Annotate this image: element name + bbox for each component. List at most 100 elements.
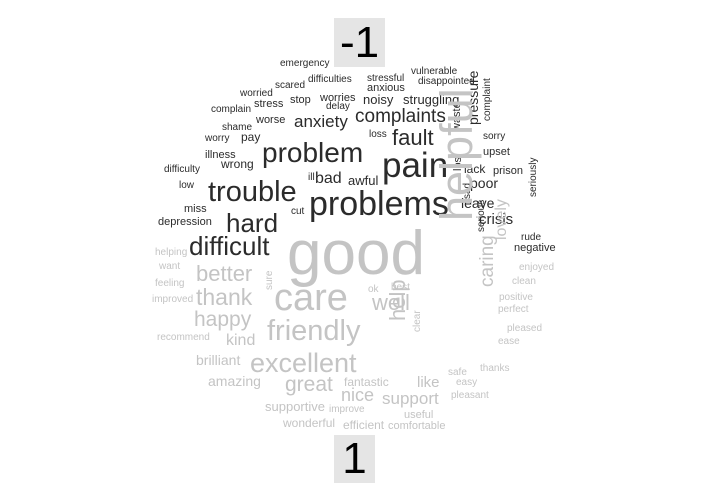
word-sorry: sorry (483, 131, 505, 142)
word-worse: worse (255, 114, 285, 126)
word-recommend: recommend (157, 332, 210, 343)
word-loss: loss (369, 129, 387, 140)
word-comfortable: comfortable (388, 420, 445, 432)
word-noisy: noisy (363, 92, 394, 107)
word-worry: worry (204, 133, 229, 144)
word-pleasant: pleasant (451, 390, 489, 401)
word-miss: miss (184, 203, 207, 215)
word-prison: prison (493, 165, 523, 177)
word-kind: kind (226, 332, 255, 349)
word-trouble: trouble (208, 176, 297, 208)
word-help: help (385, 279, 410, 321)
word-sure: sure (264, 270, 275, 290)
word-safe: safe (448, 367, 467, 378)
word-delay: delay (326, 101, 350, 112)
word-helpful: helpful (431, 88, 482, 221)
word-lack: lack (464, 162, 486, 176)
word-well: well (371, 290, 410, 315)
word-lovely: lovely (493, 199, 510, 240)
word-stop: stop (290, 94, 311, 106)
word-difficulties: difficulties (308, 74, 352, 85)
word-like: like (417, 374, 440, 391)
word-thanks: thanks (480, 363, 509, 374)
word-efficient: efficient (343, 418, 385, 432)
word-complaints: complaints (355, 106, 446, 127)
word-shame: shame (222, 122, 252, 133)
word-amazing: amazing (208, 373, 261, 389)
word-excellent: excellent (250, 348, 357, 378)
group-label-negative: -1 (334, 18, 385, 67)
word-stress: stress (254, 98, 284, 110)
word-helping: helping (155, 247, 187, 258)
word-upset: upset (483, 146, 510, 158)
word-worries: worries (319, 92, 356, 104)
word-poor: poor (470, 175, 498, 191)
word-brilliant: brilliant (196, 352, 240, 368)
word-pleased: pleased (507, 323, 542, 334)
word-friendly: friendly (267, 315, 361, 347)
word-better: better (196, 261, 252, 286)
word-problem: problem (262, 137, 363, 168)
word-complaint: complaint (482, 78, 493, 121)
word-hard: hard (226, 208, 278, 238)
word-support: support (382, 389, 439, 408)
word-pressure: pressure (465, 70, 481, 125)
word-good: good (287, 219, 425, 288)
word-ok: ok (368, 284, 380, 295)
word-anxious: anxious (367, 82, 405, 94)
word-enjoyed: enjoyed (519, 262, 554, 273)
word-low: low (179, 180, 195, 191)
word-emergency: emergency (280, 58, 329, 69)
word-thank: thank (196, 284, 253, 310)
word-leave: leave (461, 195, 495, 211)
word-complain: complain (211, 104, 251, 115)
group-label-positive: 1 (334, 435, 375, 483)
word-difficulty: difficulty (164, 164, 200, 175)
word-nice: nice (341, 385, 374, 405)
word-fantastic: fantastic (344, 375, 389, 389)
word-clean: clean (512, 276, 536, 287)
word-positive: positive (499, 292, 533, 303)
word-seriously: seriously (528, 158, 539, 197)
word-wrong: wrong (220, 157, 254, 171)
word-negative: negative (514, 242, 556, 254)
word-anxiety: anxiety (294, 112, 348, 131)
word-pain: pain (382, 146, 448, 185)
word-best: best (391, 282, 410, 293)
word-ease: ease (498, 336, 520, 347)
word-crisis: crisis (479, 211, 513, 228)
word-fault: fault (392, 125, 434, 150)
word-stressful: stressful (367, 73, 404, 84)
word-improve: improve (329, 404, 365, 415)
word-depression: depression (158, 216, 212, 228)
word-vulnerable: vulnerable (411, 66, 458, 77)
word-serious: serious (476, 200, 487, 232)
word-scared: scared (275, 80, 305, 91)
word-care: care (274, 277, 348, 319)
word-great: great (285, 373, 333, 396)
word-supportive: supportive (265, 399, 325, 414)
word-bad: bad (315, 170, 342, 187)
word-feeling: feeling (155, 278, 184, 289)
word-awful: awful (348, 173, 378, 188)
word-sad: sad (462, 183, 473, 199)
word-want: want (158, 261, 180, 272)
word-struggling: struggling (403, 92, 459, 107)
word-improved: improved (152, 294, 193, 305)
word-rude: rude (521, 232, 541, 243)
word-ill: ill (308, 172, 315, 183)
word-worried: worried (239, 88, 273, 99)
word-disappointed: disappointed (418, 76, 475, 87)
word-cut: cut (291, 206, 305, 217)
word-perfect: perfect (498, 304, 529, 315)
word-useful: useful (404, 409, 433, 421)
word-pay: pay (241, 130, 260, 144)
word-waste: waste (451, 102, 463, 132)
word-easy: easy (456, 377, 477, 388)
word-difficult: difficult (189, 231, 270, 261)
word-wonderful: wonderful (282, 416, 335, 430)
word-happy: happy (194, 308, 252, 331)
word-clear: clear (412, 310, 423, 332)
word-illness: illness (205, 149, 236, 161)
